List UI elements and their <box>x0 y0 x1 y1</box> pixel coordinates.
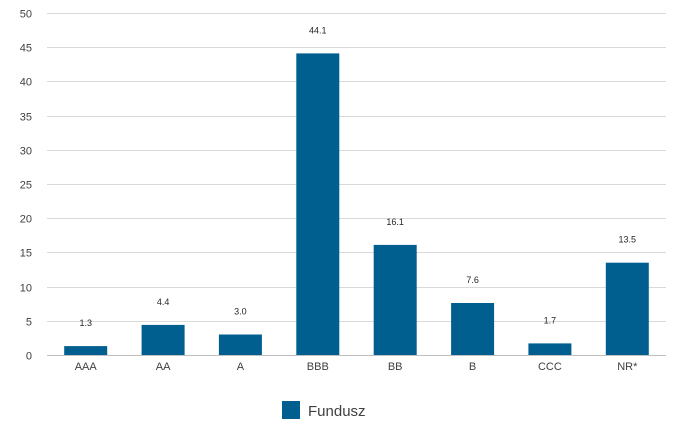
y-tick-label: 45 <box>20 43 32 55</box>
gridlines <box>47 13 666 322</box>
data-label: 44.1 <box>309 25 327 35</box>
bar-ccc <box>528 343 572 355</box>
y-tick-label: 15 <box>20 248 32 260</box>
data-label: 4.4 <box>157 297 170 307</box>
bar-aa <box>141 324 185 355</box>
y-tick-label: 40 <box>20 77 32 89</box>
x-tick-label: B <box>469 361 476 373</box>
data-label: 1.7 <box>544 315 557 325</box>
bar-b <box>451 303 495 355</box>
y-tick-label: 0 <box>26 351 32 363</box>
bar-bbb <box>296 53 340 356</box>
x-tick-label: BBB <box>307 361 329 373</box>
y-tick-label: 35 <box>20 112 32 124</box>
y-tick-label: 25 <box>20 180 32 192</box>
bar-a <box>218 334 262 355</box>
legend: Fundusz <box>282 401 366 420</box>
data-label: 16.1 <box>386 217 404 227</box>
x-tick-label: CCC <box>538 361 562 373</box>
x-axis-tick-labels: AAA AA A BBB BB B CCC NR* <box>75 361 638 373</box>
legend-swatch <box>282 401 300 419</box>
data-label: 7.6 <box>466 275 479 285</box>
x-tick-label: AA <box>156 361 171 373</box>
bar-bb <box>373 244 417 355</box>
y-tick-label: 50 <box>20 9 32 21</box>
x-tick-label: A <box>237 361 245 373</box>
y-tick-label: 30 <box>20 146 32 158</box>
bars <box>64 53 649 356</box>
data-label: 3.0 <box>234 307 247 317</box>
bar-aaa <box>64 346 108 355</box>
y-tick-label: 10 <box>20 283 32 295</box>
legend-label: Fundusz <box>308 403 366 420</box>
y-tick-label: 5 <box>26 317 32 329</box>
y-tick-label: 20 <box>20 214 32 226</box>
x-tick-label: BB <box>388 361 403 373</box>
y-axis-tick-labels: 0 5 10 15 20 25 30 35 40 45 50 <box>20 9 32 363</box>
x-tick-label: NR* <box>617 361 638 373</box>
bar-nr <box>605 262 649 355</box>
data-label: 1.3 <box>79 318 92 328</box>
data-labels: 1.3 4.4 3.0 44.1 16.1 7.6 1.7 13.5 <box>79 25 636 328</box>
data-label: 13.5 <box>619 235 637 245</box>
x-tick-label: AAA <box>75 361 98 373</box>
